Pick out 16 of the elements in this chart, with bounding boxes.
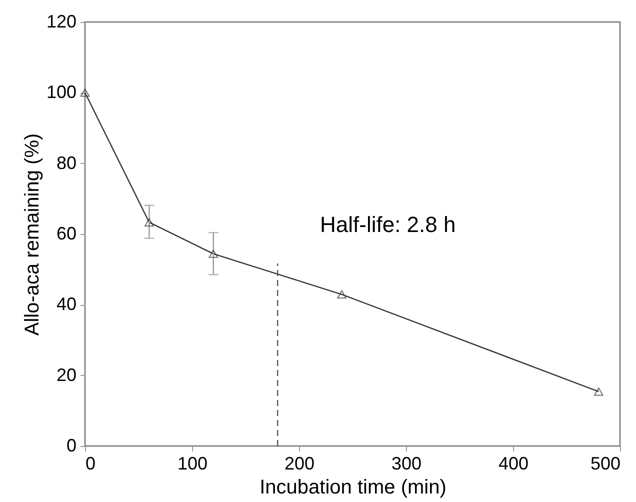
x-tick-label: 0 [86,454,96,474]
y-tick-label: 40 [56,294,76,314]
x-tick-label: 300 [391,454,422,474]
y-tick-label: 20 [56,364,76,385]
x-tick-label: 100 [177,454,208,474]
y-tick-label: 60 [56,224,76,244]
y-tick-label: 100 [46,82,76,102]
x-tick-label: 500 [590,454,620,474]
y-tick-label: 120 [46,12,76,32]
y-axis-title: Allo-aca remaining (%) [21,133,44,336]
x-tick-label: 200 [284,454,315,474]
y-tick-label: 0 [66,436,76,456]
x-tick-label: 400 [498,454,529,474]
annotation: Half-life: 2.8 h [320,212,456,237]
x-axis-title: Incubation time (min) [260,476,446,498]
y-tick-label: 80 [56,152,76,173]
